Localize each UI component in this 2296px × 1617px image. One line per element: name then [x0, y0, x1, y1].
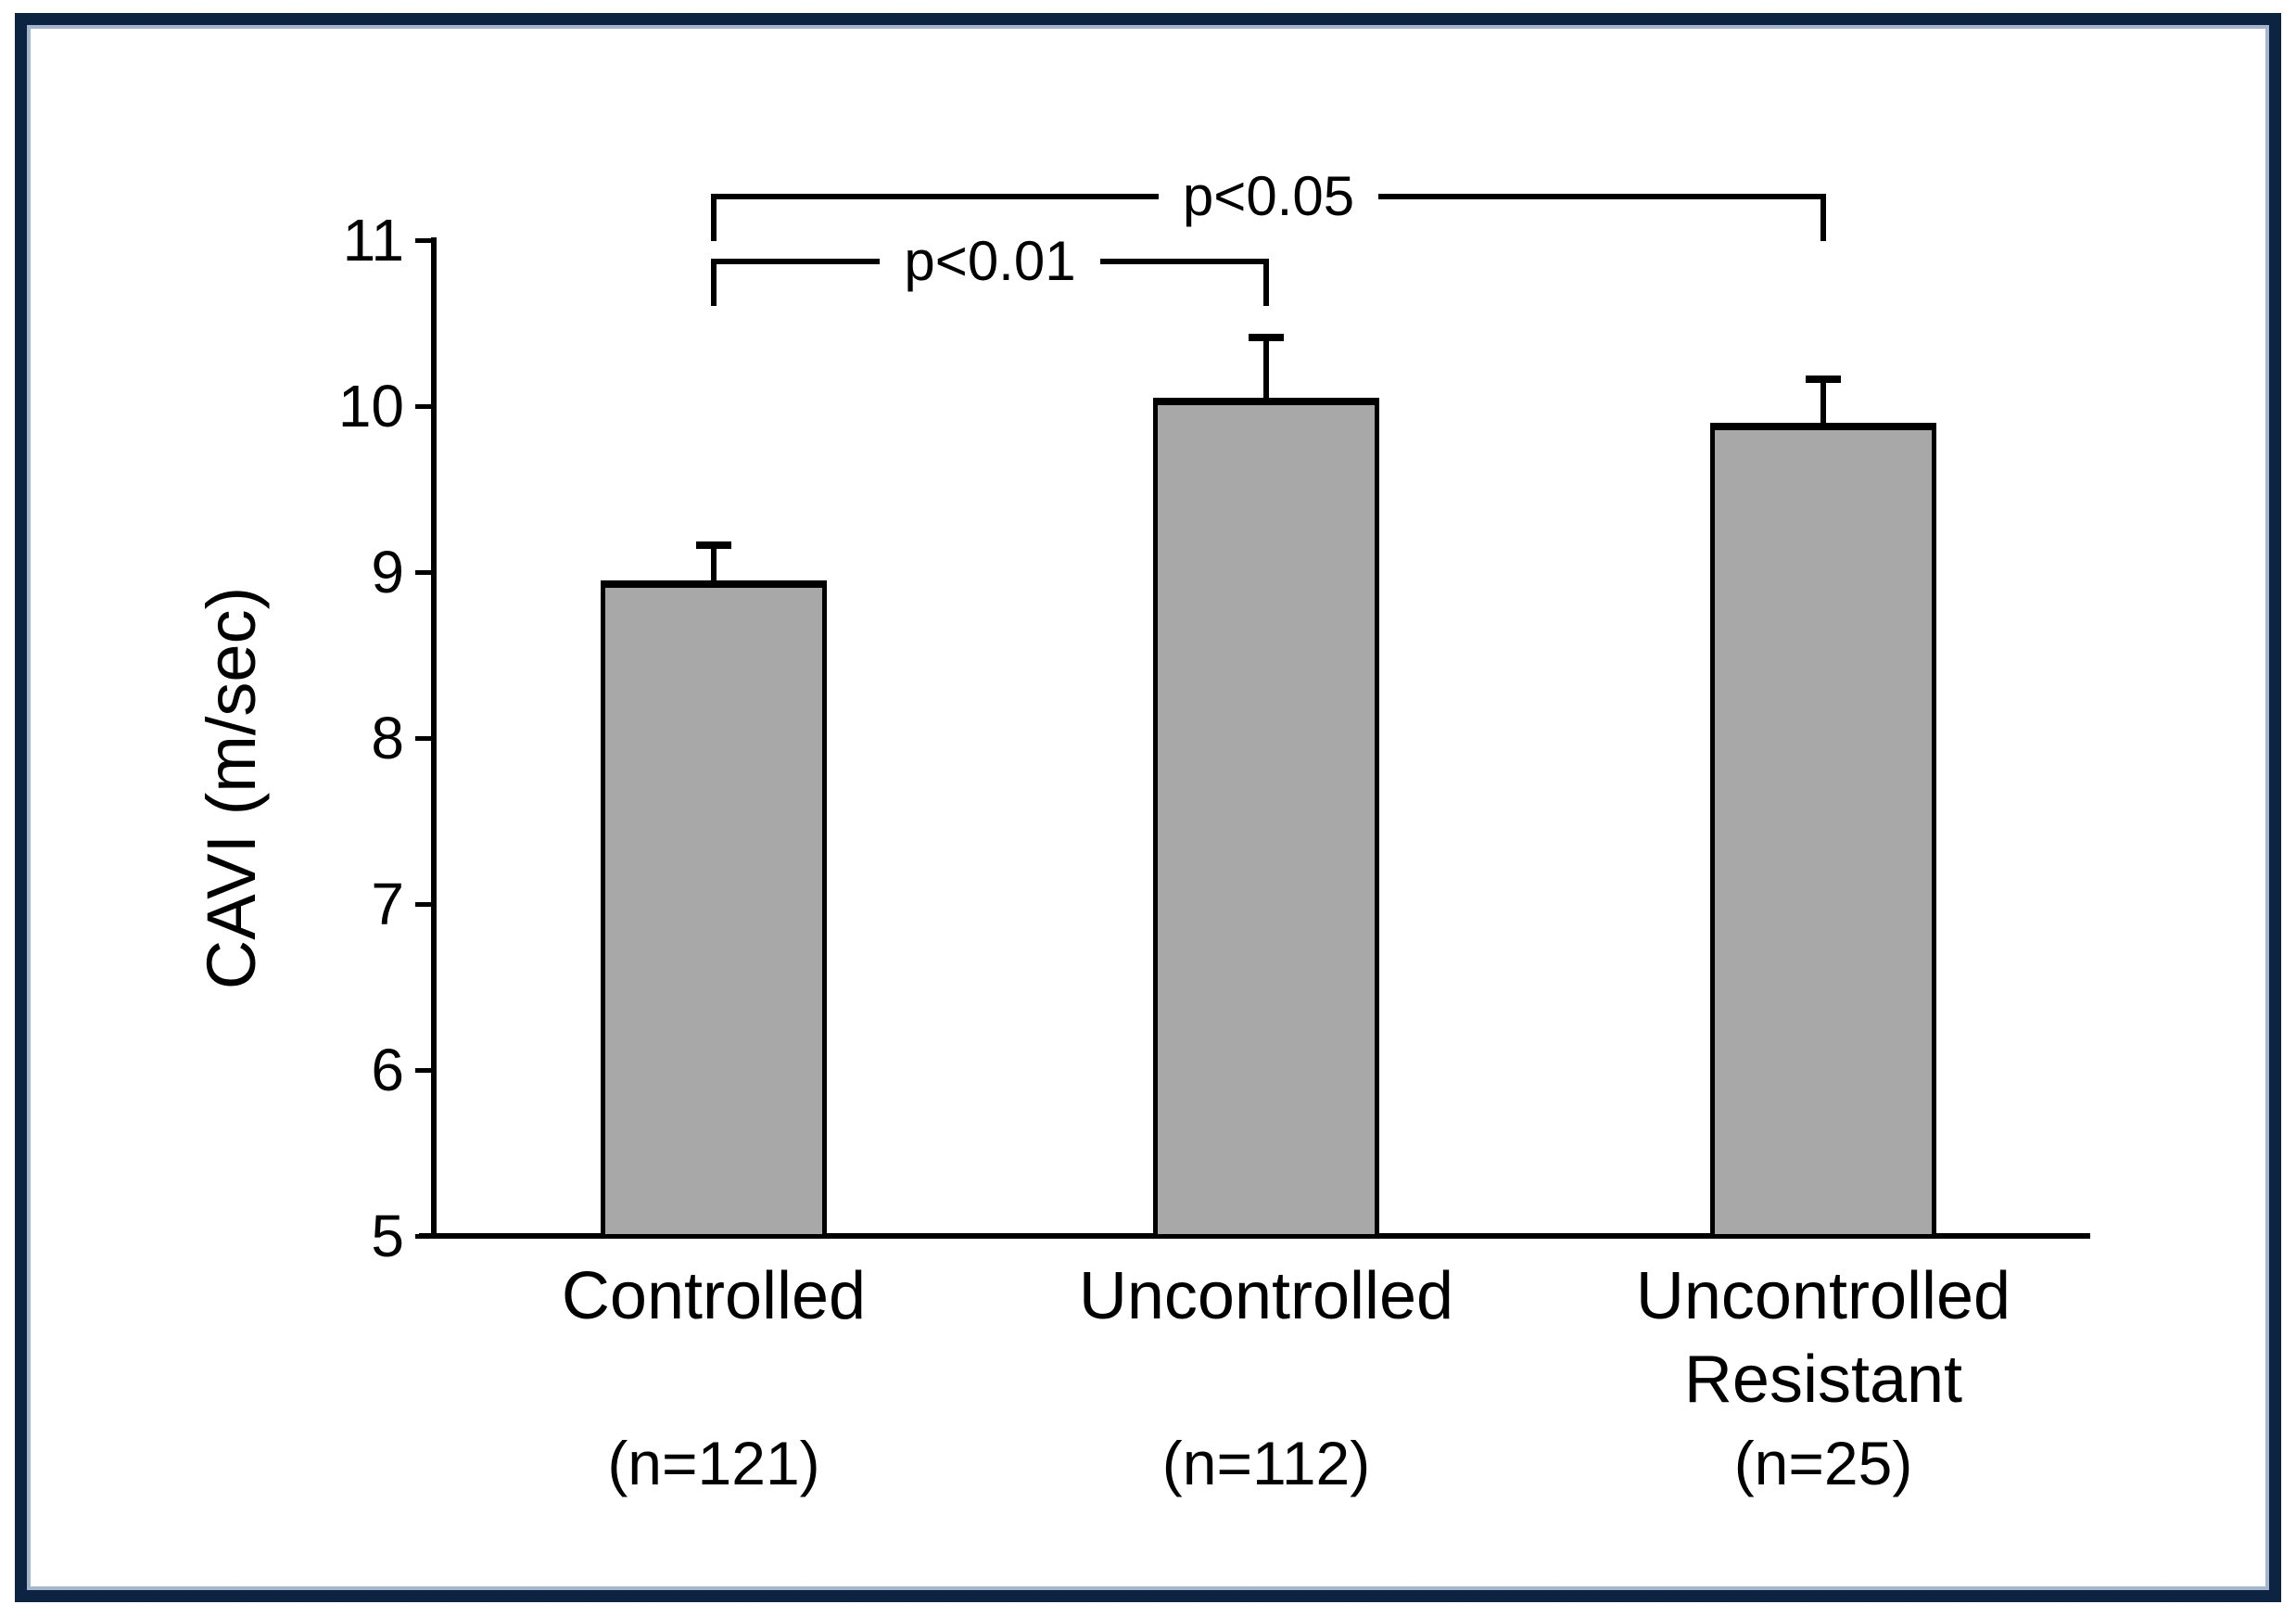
bar-uncontrolled-resistant	[1710, 422, 1936, 1239]
y-tick	[415, 1067, 434, 1073]
significance-bracket-end	[1263, 264, 1269, 307]
bar-controlled	[601, 579, 827, 1239]
y-tick	[415, 735, 434, 741]
error-bar	[711, 547, 717, 580]
significance-label: p<0.01	[712, 228, 1268, 295]
y-tick-label: 10	[337, 373, 404, 439]
x-category-label: Uncontrolled	[1635, 1259, 2011, 1333]
sample-size-label: (n=25)	[1733, 1429, 1913, 1497]
error-bar	[1820, 381, 1826, 423]
significance-bracket-end	[711, 199, 717, 242]
y-tick-label: 5	[371, 1203, 404, 1269]
y-tick	[415, 901, 434, 907]
significance-bracket-end	[711, 264, 717, 307]
bar-uncontrolled	[1153, 398, 1379, 1239]
y-tick	[415, 1233, 434, 1239]
x-category-label: Controlled	[561, 1259, 867, 1333]
error-bar-cap	[1806, 376, 1841, 384]
y-axis-title: CAVI (m/sec)	[193, 586, 270, 990]
x-category-label: Resistant	[1683, 1343, 1963, 1417]
significance-label: p<0.05	[991, 163, 1547, 230]
y-tick-label: 7	[371, 871, 404, 937]
y-tick	[415, 403, 434, 409]
y-tick	[415, 569, 434, 575]
y-tick-label: 8	[371, 705, 404, 771]
y-tick-label: 6	[371, 1037, 404, 1103]
error-bar-cap	[1249, 334, 1284, 342]
significance-bracket-end	[1820, 199, 1826, 242]
y-tick	[415, 237, 434, 243]
error-bar	[1263, 339, 1269, 399]
y-tick-label: 11	[342, 207, 404, 274]
x-category-label: Uncontrolled	[1078, 1259, 1454, 1333]
sample-size-label: (n=112)	[1161, 1429, 1371, 1497]
error-bar-cap	[696, 541, 731, 550]
y-axis-line	[431, 237, 437, 1239]
y-tick-label: 9	[371, 539, 404, 605]
sample-size-label: (n=121)	[607, 1429, 820, 1497]
